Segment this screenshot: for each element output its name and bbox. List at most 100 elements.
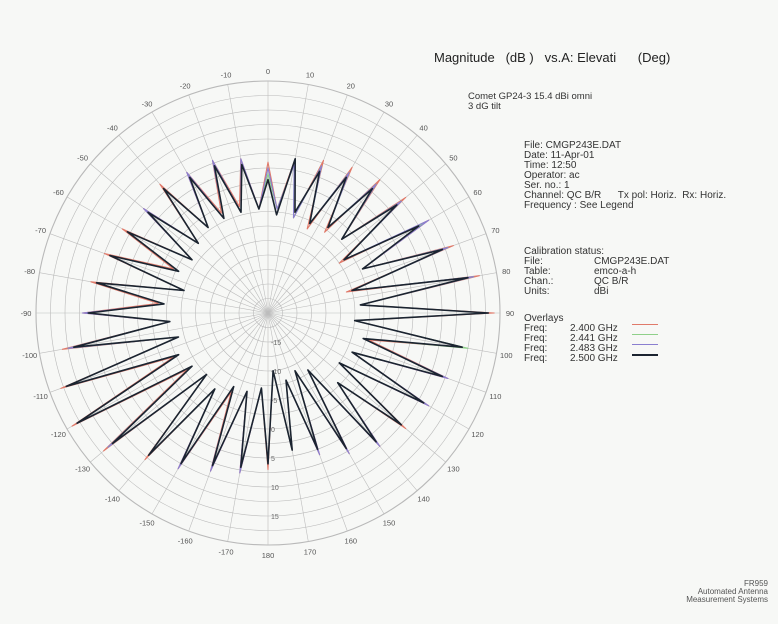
calibration-row: Units: dBi [524, 286, 609, 297]
grid-spoke [151, 312, 269, 515]
angle-tick-label: 40 [419, 124, 427, 133]
grid-spoke [151, 111, 269, 314]
legend: Overlays Freq: 2.400 GHz Freq: 2.441 GHz F… [524, 314, 658, 364]
legend-item: Freq: 2.441 GHz [524, 334, 658, 344]
info-serial: Ser. no.: 1 [524, 180, 570, 191]
calibration-heading: Calibration status: [524, 246, 605, 257]
angle-tick-label: 90 [506, 309, 514, 318]
info-file: File: CMGP243E.DAT [524, 140, 622, 151]
calibration-row: File: CMGP243E.DAT [524, 256, 670, 267]
grid-spoke [188, 94, 269, 314]
angle-tick-label: 160 [345, 536, 358, 545]
angle-tick-label: -150 [139, 519, 154, 528]
angle-tick-label: 30 [385, 99, 393, 108]
angle-tick-label: 130 [447, 465, 460, 474]
grid-spoke [66, 312, 269, 430]
angle-tick-label: -40 [107, 124, 118, 133]
radial-tick-label: 0 [271, 427, 275, 434]
footer-model: FR959 [743, 579, 768, 588]
angle-tick-label: 10 [306, 71, 314, 80]
angle-tick-label: -80 [24, 267, 35, 276]
angle-tick-label: -120 [51, 430, 66, 439]
grid-spoke [267, 163, 446, 314]
title-mag-unit: (dB ) [505, 50, 534, 65]
legend-swatch [631, 324, 658, 325]
angle-tick-label: 140 [417, 494, 430, 503]
calibration-status: Calibration status: File: CMGP243E.DAT Ta… [524, 247, 669, 297]
angle-tick-label: -170 [218, 547, 233, 556]
radial-tick-label: -15 [271, 340, 281, 347]
calibration-row: Table: emco-a-h [524, 266, 637, 277]
grid-spoke [90, 163, 269, 314]
grid-spoke [118, 135, 269, 314]
angle-tick-label: 20 [347, 82, 355, 91]
title-axis: vs.A: Elevati [544, 50, 617, 65]
grid-spoke [49, 312, 269, 393]
legend-swatch [631, 344, 658, 345]
grid-spoke [227, 312, 269, 542]
grid-spoke [267, 312, 385, 515]
angle-tick-label: 50 [449, 153, 457, 162]
info-channel: Channel: QC B/R Tx pol: Horiz. Rx: Horiz… [524, 190, 727, 201]
angle-tick-label: 170 [304, 547, 317, 556]
footer: FR959 Automated Antenna Measurement Syst… [686, 580, 768, 604]
angle-tick-label: 100 [500, 351, 513, 360]
series-trace [65, 158, 490, 468]
title-deg-unit: (Deg) [637, 50, 671, 65]
grid-spoke [267, 312, 418, 491]
angle-tick-label: -30 [142, 99, 153, 108]
footer-line1: Automated Antenna [697, 587, 768, 596]
chart-title: Magnitude (dB ) vs.A: Elevati (Deg) [434, 50, 671, 65]
footer-line2: Measurement Systems [686, 595, 768, 604]
angle-tick-label: -130 [75, 465, 90, 474]
radial-tick-label: 10 [271, 485, 279, 492]
angle-tick-label: 110 [489, 392, 501, 401]
grid-spoke [267, 312, 446, 463]
angle-tick-label: 60 [473, 188, 481, 197]
antenna-tilt: 3 dG tilt [468, 101, 501, 112]
grid-spoke [267, 312, 348, 532]
info-date: Date: 11-Apr-01 [524, 150, 595, 161]
angle-tick-label: -90 [21, 309, 32, 318]
grid-spoke [267, 312, 309, 542]
grid-spoke [267, 312, 470, 430]
grid-spoke [267, 196, 470, 314]
grid-spoke [267, 111, 385, 314]
legend-item: Freq: 2.483 GHz [524, 344, 658, 354]
angle-tick-label: -10 [221, 71, 232, 80]
angle-tick-label: 80 [502, 267, 510, 276]
legend-swatch [631, 354, 658, 356]
polar-plot: 0 102030405060708090100110120130140150160… [21, 67, 515, 560]
calibration-row: Chan.: QC B/R [524, 276, 629, 287]
legend-item: Freq: 2.400 GHz [524, 324, 658, 334]
grid-spoke [39, 272, 269, 314]
info-operator: Operator: ac [524, 170, 580, 181]
measurement-info: File: CMGP243E.DAT Date: 11-Apr-01 Time:… [524, 141, 726, 211]
angle-tick-label: -20 [180, 82, 191, 91]
angle-tick-label: -50 [77, 153, 88, 162]
title-magnitude: Magnitude [434, 50, 495, 65]
info-frequency: Frequency : See Legend [524, 200, 634, 211]
radial-tick-label: 15 [271, 514, 279, 521]
angle-tick-label: -70 [35, 226, 46, 235]
legend-swatch [631, 334, 658, 335]
grid-spoke [267, 94, 348, 314]
angle-tick-label: 0 [266, 67, 270, 76]
angle-tick-label: -60 [53, 188, 64, 197]
grid-spoke [267, 312, 487, 393]
grid-spoke [267, 84, 309, 314]
angle-tick-label: 150 [383, 519, 396, 528]
angle-tick-label: -110 [33, 392, 47, 401]
grid-spoke [227, 84, 269, 314]
angle-tick-label: -160 [178, 536, 193, 545]
grid-spoke [118, 312, 269, 491]
angle-tick-label: -100 [22, 351, 37, 360]
grid-spoke [188, 312, 269, 532]
angle-tick-label: 70 [491, 226, 499, 235]
legend-heading: Overlays [524, 313, 564, 324]
antenna-model: Comet GP24-3 15.4 dBi omni [468, 91, 593, 102]
grid-spoke [49, 233, 269, 314]
info-time: Time: 12:50 [524, 160, 577, 171]
angle-tick-label: 120 [471, 430, 484, 439]
legend-item: Freq: 2.500 GHz [524, 354, 658, 364]
